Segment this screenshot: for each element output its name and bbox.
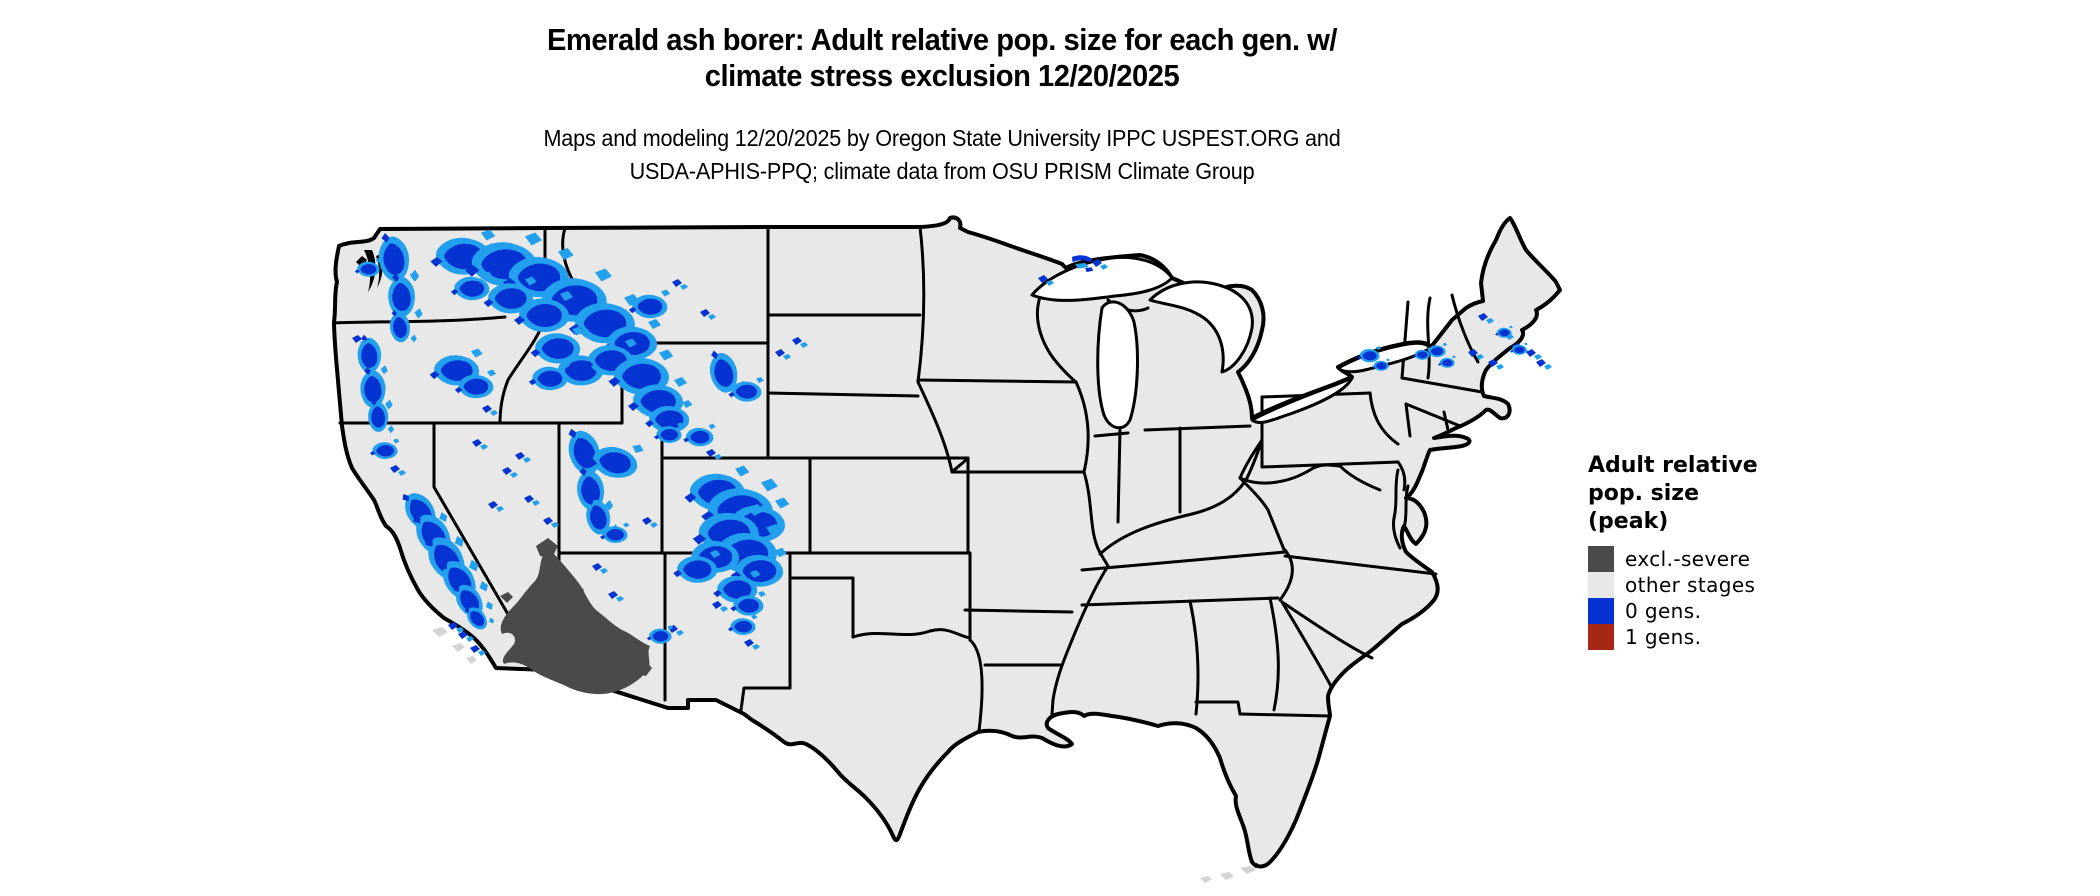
legend-title-line2: pop. size: [1588, 481, 1699, 506]
figure-header: Emerald ash borer: Adult relative pop. s…: [57, 22, 1828, 188]
other-stages-swatch: [1588, 572, 1614, 598]
lake-michigan: [1096, 300, 1139, 430]
map-subtitle-line1: Maps and modeling 12/20/2025 by Oregon S…: [543, 125, 1341, 151]
islands-and-keys: [432, 627, 1260, 883]
exclusion-zone-sonoran: [500, 538, 652, 695]
legend-row-0-gens: 0 gens.: [1588, 598, 1758, 624]
great-lakes: [1030, 255, 1432, 430]
lake-erie: [1250, 376, 1354, 424]
legend: Adult relative pop. size (peak) excl.-se…: [1588, 452, 1758, 650]
legend-label: excl.-severe: [1625, 547, 1751, 571]
legend-label: 1 gens.: [1625, 625, 1702, 649]
legend-title: Adult relative pop. size (peak): [1588, 452, 1758, 536]
legend-rows: excl.-severe other stages 0 gens. 1 gens…: [1588, 546, 1758, 650]
one-gens-swatch: [1588, 624, 1614, 650]
map-title-line1: Emerald ash borer: Adult relative pop. s…: [546, 22, 1338, 57]
legend-label: 0 gens.: [1625, 599, 1702, 623]
conus-outline: [332, 215, 1562, 869]
legend-row-other-stages: other stages: [1588, 572, 1758, 598]
legend-title-line1: Adult relative: [1588, 453, 1758, 478]
zero-gens-swatch: [1588, 598, 1614, 624]
legend-title-line3: (peak): [1588, 509, 1669, 534]
excl-severe-swatch: [1588, 546, 1614, 572]
map-subtitle: Maps and modeling 12/20/2025 by Oregon S…: [57, 122, 1828, 188]
legend-label: other stages: [1625, 573, 1756, 597]
legend-row-excl-severe: excl.-severe: [1588, 546, 1758, 572]
lake-huron: [1148, 280, 1254, 374]
map-title-line2: climate stress exclusion 12/20/2025: [704, 58, 1180, 93]
map-subtitle-line2: USDA-APHIS-PPQ; climate data from OSU PR…: [629, 158, 1255, 184]
legend-row-1-gens: 1 gens.: [1588, 624, 1758, 650]
